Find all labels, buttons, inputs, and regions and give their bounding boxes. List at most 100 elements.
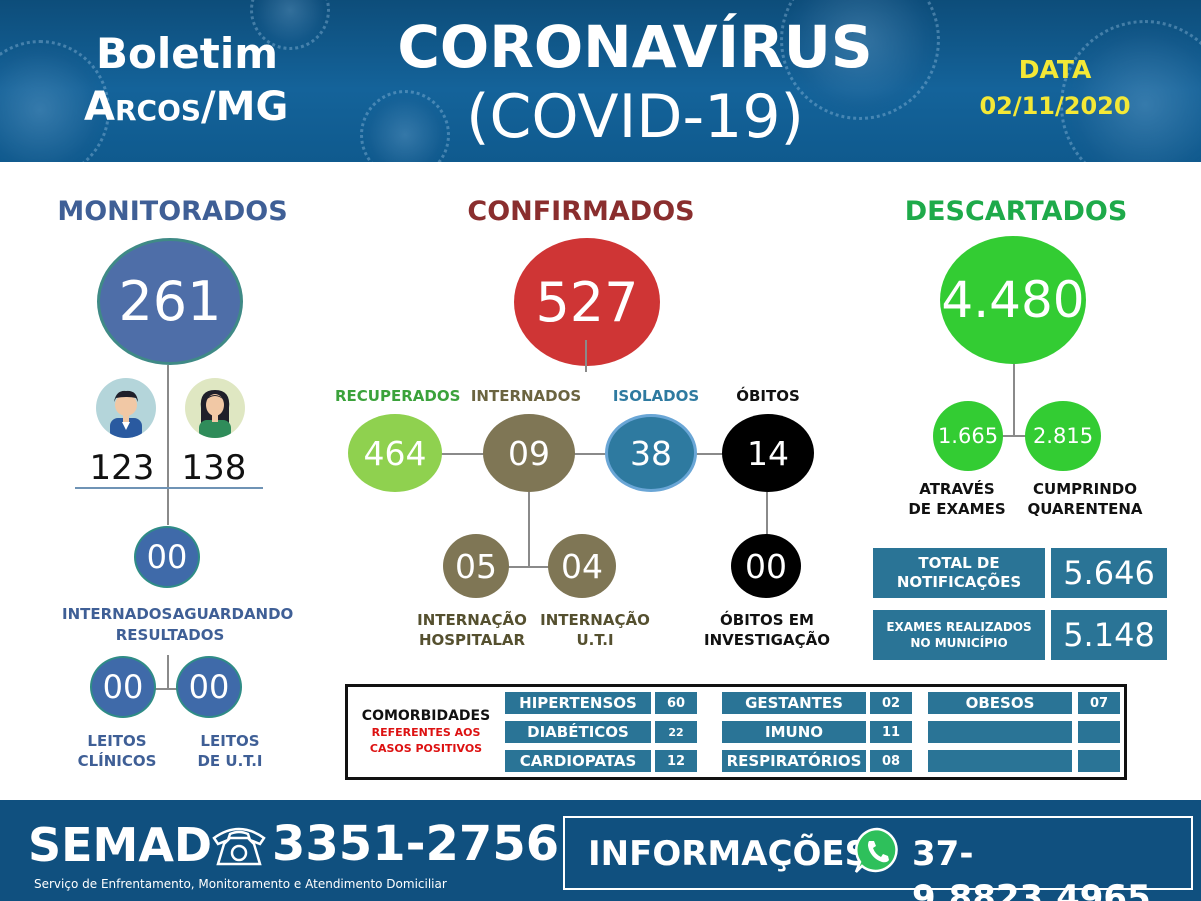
comorbidade-label: RESPIRATÓRIOS: [722, 750, 866, 772]
internados-label: INTERNADOS: [470, 387, 582, 405]
sub-title: (COVID-19): [466, 82, 804, 152]
internacao-hospitalar-count: 05: [443, 534, 509, 598]
female-count: 138: [181, 448, 247, 488]
header-banner: Boletim Arcos/MG CORONAVÍRUS (COVID-19) …: [0, 0, 1201, 162]
descartados-exames-count: 1.665: [933, 401, 1003, 471]
bulletin-title: Boletim: [96, 29, 278, 78]
phone-number: 3351-2756: [272, 816, 560, 872]
isolados-count: 38: [605, 414, 697, 492]
comorbidade-label: DIABÉTICOS: [505, 721, 651, 743]
comorbidade-value: 07: [1078, 692, 1120, 714]
obitos-investigacao-label: ÓBITOS EM: [720, 611, 814, 629]
notificacoes-value: 5.646: [1051, 548, 1167, 598]
comorbidade-empty: [1078, 750, 1120, 772]
leitos-clinicos-label: LEITOS: [87, 732, 147, 750]
quarentena-label-2: QUARENTENA: [1027, 500, 1143, 518]
uti-label: INTERNAÇÃO: [540, 611, 650, 629]
connector-line: [167, 655, 169, 689]
monitorados-total: 261: [97, 238, 243, 365]
female-avatar-icon: [185, 378, 245, 438]
info-label: INFORMAÇÕES: [588, 834, 870, 874]
connector-line: [420, 453, 770, 455]
comorbidades-subtitle-2: CASOS POSITIVOS: [369, 742, 483, 755]
obitos-label: ÓBITOS: [736, 387, 800, 405]
comorbidade-value: 12: [655, 750, 697, 772]
comorbidade-empty: [928, 721, 1072, 743]
comorbidade-value: 22: [655, 721, 697, 743]
date-value: 02/11/2020: [979, 92, 1131, 120]
obitos-investigacao-count: 00: [731, 534, 801, 598]
internacao-uti-count: 04: [548, 534, 616, 598]
connector-line: [167, 365, 169, 525]
resultados-label: RESULTADOS: [115, 626, 225, 644]
connector-line: [500, 566, 560, 568]
connector-line: [585, 340, 587, 372]
notificacoes-label-2: NOTIFICAÇÕES: [896, 573, 1022, 591]
date-label: DATA: [1018, 55, 1092, 84]
exames-realizados-value: 5.148: [1051, 610, 1167, 660]
exames-label-2: DE EXAMES: [908, 500, 1006, 518]
comorbidade-label: HIPERTENSOS: [505, 692, 651, 714]
bulletin-city: Arcos/MG: [84, 84, 289, 130]
connector-line: [766, 492, 768, 536]
virus-decoration: [360, 90, 450, 162]
org-description: Serviço de Enfrentamento, Monitoramento …: [34, 877, 447, 891]
comorbidade-label: IMUNO: [722, 721, 866, 743]
notificacoes-label-box: TOTAL DE NOTIFICAÇÕES: [873, 548, 1045, 598]
connector-line: [990, 435, 1040, 437]
comorbidades-title: COMORBIDADES: [361, 708, 491, 724]
whatsapp-number: 37-9.8823.4965: [912, 834, 1151, 901]
exames-realizados-label: EXAMES REALIZADOS: [886, 620, 1032, 634]
exames-label: ATRAVÉS: [919, 480, 995, 498]
monitorados-title: MONITORADOS: [57, 196, 288, 227]
comorbidade-label: CARDIOPATAS: [505, 750, 651, 772]
uti-label-2: U.T.I: [576, 631, 614, 649]
comorbidades-subtitle: REFERENTES AOS: [371, 726, 481, 739]
footer: SEMAD 3351-2756 Serviço de Enfrentamento…: [0, 800, 1201, 901]
comorbidade-label: GESTANTES: [722, 692, 866, 714]
comorbidade-empty: [928, 750, 1072, 772]
connector-line: [528, 492, 530, 567]
confirmados-total: 527: [514, 238, 660, 366]
obitos-investigacao-label-2: INVESTIGAÇÃO: [704, 631, 830, 649]
obitos-count: 14: [722, 414, 814, 492]
notificacoes-label: TOTAL DE: [918, 554, 1000, 572]
hospitalar-label: INTERNAÇÃO: [417, 611, 527, 629]
confirmados-title: CONFIRMADOS: [467, 196, 695, 227]
recuperados-label: RECUPERADOS: [335, 387, 461, 405]
comorbidade-value: 08: [870, 750, 912, 772]
comorbidade-value: 02: [870, 692, 912, 714]
leitos-clinicos-label-2: CLÍNICOS: [77, 752, 157, 770]
exames-realizados-label-box: EXAMES REALIZADOS NO MUNICÍPIO: [873, 610, 1045, 660]
quarentena-label: CUMPRINDO: [1033, 480, 1137, 498]
comorbidade-value: 60: [655, 692, 697, 714]
main-title: CORONAVÍRUS: [397, 13, 873, 81]
leitos-uti-label: LEITOS: [200, 732, 260, 750]
divider: [75, 487, 263, 489]
org-name: SEMAD: [28, 818, 213, 872]
phone-icon: [210, 822, 268, 868]
hospitalar-label-2: HOSPITALAR: [418, 631, 526, 649]
internados-aguardando-count: 00: [134, 526, 200, 588]
virus-decoration: [1060, 20, 1201, 162]
descartados-title: DESCARTADOS: [904, 196, 1128, 227]
male-count: 123: [89, 448, 155, 488]
isolados-label: ISOLADOS: [612, 387, 700, 405]
internados-count: 09: [483, 414, 575, 492]
comorbidade-label: OBESOS: [928, 692, 1072, 714]
connector-line: [150, 688, 190, 690]
male-avatar-icon: [96, 378, 156, 438]
comorbidade-value: 11: [870, 721, 912, 743]
internados-label: INTERNADOS: [62, 605, 173, 623]
descartados-quarentena-count: 2.815: [1025, 401, 1101, 471]
leitos-uti-count: 00: [176, 656, 242, 718]
whatsapp-icon: [852, 826, 902, 876]
comorbidade-empty: [1078, 721, 1120, 743]
leitos-uti-label-2: DE U.T.I: [197, 752, 263, 770]
recuperados-count: 464: [348, 414, 442, 492]
aguardando-label: AGUARDANDO: [172, 605, 294, 623]
descartados-total: 4.480: [940, 236, 1086, 364]
connector-line: [1013, 364, 1015, 436]
leitos-clinicos-count: 00: [90, 656, 156, 718]
